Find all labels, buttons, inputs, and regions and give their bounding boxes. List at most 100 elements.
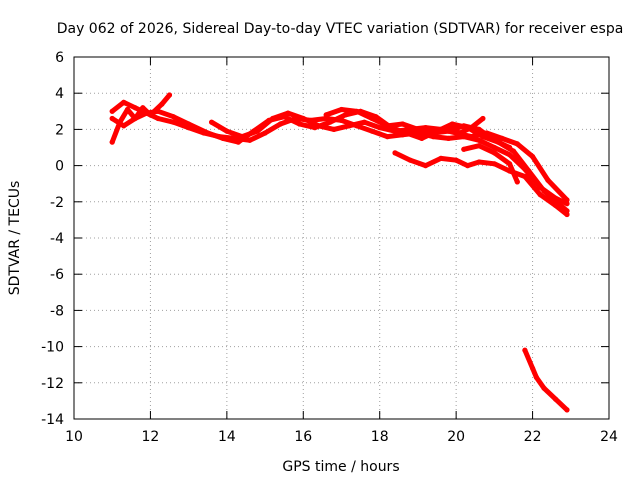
data-point bbox=[239, 134, 245, 140]
data-point bbox=[491, 137, 497, 143]
data-point bbox=[109, 108, 115, 114]
data-series bbox=[109, 92, 570, 413]
x-tick-label: 14 bbox=[218, 429, 236, 445]
data-point bbox=[480, 115, 486, 122]
data-point bbox=[499, 135, 505, 141]
data-point bbox=[507, 161, 513, 167]
data-point bbox=[423, 163, 429, 169]
data-point bbox=[465, 163, 471, 169]
data-point bbox=[296, 121, 303, 127]
y-tick-label: 4 bbox=[55, 86, 64, 102]
data-point bbox=[430, 130, 436, 136]
data-point bbox=[461, 146, 467, 152]
data-point bbox=[533, 374, 540, 380]
chart-title: Day 062 of 2026, Sidereal Day-to-day VTE… bbox=[57, 21, 624, 37]
y-tick-label: -10 bbox=[41, 340, 64, 356]
series-track-i bbox=[522, 347, 570, 413]
data-point bbox=[384, 134, 390, 140]
data-point bbox=[514, 179, 520, 185]
data-point bbox=[476, 126, 482, 132]
data-point bbox=[453, 157, 459, 163]
data-point bbox=[377, 125, 383, 131]
y-tick-label: -6 bbox=[50, 267, 64, 283]
data-point bbox=[530, 154, 536, 160]
data-point bbox=[510, 148, 517, 154]
data-point bbox=[545, 177, 551, 183]
data-point bbox=[300, 115, 306, 122]
data-point bbox=[159, 101, 165, 107]
data-point bbox=[457, 130, 463, 136]
data-point bbox=[491, 144, 497, 151]
data-point bbox=[476, 137, 482, 143]
data-point bbox=[541, 188, 547, 194]
data-point bbox=[346, 123, 352, 129]
data-point bbox=[254, 128, 260, 134]
data-point bbox=[552, 396, 559, 402]
data-point bbox=[209, 119, 215, 125]
data-point bbox=[438, 155, 444, 161]
y-tick-label: -8 bbox=[50, 303, 64, 319]
data-point bbox=[342, 112, 348, 118]
data-point bbox=[537, 192, 543, 198]
data-point bbox=[407, 157, 413, 163]
y-tick-label: 6 bbox=[55, 50, 64, 66]
data-point bbox=[400, 121, 406, 127]
y-tick-label: 0 bbox=[55, 159, 64, 175]
data-point bbox=[338, 106, 345, 113]
data-point bbox=[445, 125, 452, 131]
data-point bbox=[541, 385, 547, 391]
data-point bbox=[564, 201, 570, 207]
data-point bbox=[323, 115, 329, 122]
x-tick-label: 18 bbox=[371, 429, 389, 445]
data-point bbox=[170, 114, 176, 120]
data-point bbox=[121, 99, 127, 105]
data-point bbox=[564, 197, 570, 203]
data-point bbox=[205, 130, 211, 136]
series-track-d bbox=[209, 110, 570, 203]
data-point bbox=[522, 347, 528, 353]
data-point bbox=[392, 128, 398, 134]
data-point bbox=[476, 143, 482, 149]
data-point bbox=[316, 123, 322, 129]
y-tick-label: -12 bbox=[41, 376, 64, 392]
data-point bbox=[461, 123, 467, 129]
data-point bbox=[354, 108, 360, 114]
data-point bbox=[331, 126, 337, 132]
data-point bbox=[186, 121, 192, 127]
x-axis-label: GPS time / hours bbox=[282, 459, 399, 475]
data-point bbox=[327, 119, 333, 125]
data-point bbox=[132, 105, 138, 111]
data-point bbox=[144, 110, 150, 116]
data-point bbox=[369, 128, 375, 134]
data-point bbox=[369, 115, 375, 122]
data-point bbox=[170, 119, 176, 125]
data-point bbox=[270, 115, 276, 122]
data-point bbox=[415, 126, 421, 132]
data-point bbox=[445, 135, 452, 141]
data-point bbox=[155, 108, 161, 114]
data-point bbox=[323, 112, 329, 118]
data-point bbox=[220, 135, 226, 141]
data-point bbox=[514, 141, 520, 147]
data-point bbox=[522, 173, 528, 180]
data-point bbox=[166, 92, 173, 98]
data-point bbox=[530, 365, 536, 371]
x-tick-label: 10 bbox=[65, 429, 83, 445]
data-point bbox=[132, 115, 138, 122]
x-tick-label: 20 bbox=[447, 429, 465, 445]
data-point bbox=[507, 152, 513, 158]
x-axis-ticks: 10 12 14 16 18 20 22 24 bbox=[65, 57, 618, 445]
data-point bbox=[491, 150, 497, 156]
x-tick-label: 16 bbox=[294, 429, 312, 445]
data-point bbox=[361, 119, 367, 125]
data-point bbox=[247, 137, 253, 143]
data-point bbox=[491, 161, 497, 167]
data-point bbox=[507, 144, 513, 151]
y-tick-label: -4 bbox=[50, 231, 64, 247]
data-point bbox=[526, 168, 532, 174]
y-axis-label: SDTVAR / TECUs bbox=[7, 181, 23, 296]
data-point bbox=[155, 115, 161, 122]
data-point bbox=[262, 130, 268, 136]
data-point bbox=[419, 135, 425, 141]
